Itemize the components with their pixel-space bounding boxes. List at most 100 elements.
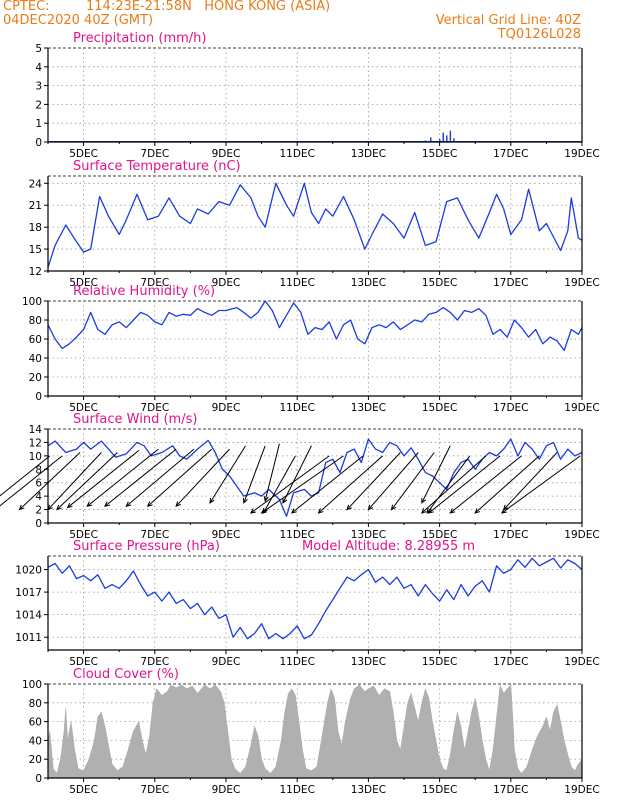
wind-ytick-label: 14	[29, 424, 43, 436]
pres-ytick-label: 1014	[15, 610, 42, 622]
cloud-ytick-label: 100	[22, 679, 42, 691]
precip-bar	[442, 132, 444, 142]
wind-vector-head	[290, 508, 297, 514]
wind-xtick-label: 17DEC	[493, 529, 528, 541]
rh-xtick-label: 19DEC	[564, 402, 599, 414]
temp-title: Surface Temperature (nC)	[73, 159, 241, 174]
code-label: TQ0126L028	[497, 27, 581, 42]
cloud-ytick-label: 40	[29, 735, 42, 747]
wind-vector	[0, 455, 63, 507]
wind-vector-head	[146, 501, 153, 507]
cloud-ytick-label: 60	[29, 717, 42, 729]
pres-xtick-label: 17DEC	[493, 656, 528, 668]
wind-xtick-label: 9DEC	[212, 529, 241, 541]
wind-vector-head	[175, 501, 182, 508]
wind-vector	[291, 455, 364, 514]
precip-xtick-label: 7DEC	[140, 148, 169, 160]
wind-xtick-label: 19DEC	[564, 529, 599, 541]
cloud-xtick-label: 15DEC	[422, 784, 457, 796]
precip-title: Precipitation (mm/h)	[73, 31, 206, 46]
wind-vector-head	[209, 497, 215, 504]
wind-vector	[209, 445, 247, 504]
precip-bar	[453, 138, 455, 142]
rh-ytick-label: 100	[22, 296, 42, 308]
wind-vector-head	[346, 504, 352, 511]
temp-series-line	[47, 182, 583, 268]
temp-panel	[44, 175, 583, 275]
wind-vector-head	[317, 508, 324, 514]
precip-xtick-label: 13DEC	[351, 148, 386, 160]
pres-xtick-label: 11DEC	[279, 656, 314, 668]
precip-ytick-label: 4	[35, 62, 42, 74]
wind-xtick-label: 15DEC	[422, 529, 457, 541]
wind-vector-head	[18, 504, 25, 511]
wind-ytick-label: 2	[35, 505, 42, 517]
precip-xtick-label: 5DEC	[69, 148, 98, 160]
wind-vector	[0, 455, 51, 497]
pres-ytick-label: 1011	[15, 632, 42, 644]
rh-panel	[44, 300, 583, 400]
wind-vector	[264, 443, 280, 501]
wind-vector-head	[428, 508, 434, 514]
pres-annotation: Model Altitude: 8.28955 m	[302, 539, 475, 554]
wind-vector	[47, 452, 102, 510]
temp-ytick-label: 12	[29, 266, 42, 278]
location-label: 114:23E-21:58N HONG KONG (ASIA)	[86, 0, 331, 14]
precip-bar	[439, 139, 441, 142]
wind-vector-head	[421, 497, 427, 504]
wind-vector	[368, 452, 419, 510]
wind-vector-head	[390, 504, 397, 511]
wind-title: Surface Wind (m/s)	[73, 412, 197, 427]
temp-xtick-label: 19DEC	[564, 277, 599, 289]
rh-xtick-label: 15DEC	[422, 402, 457, 414]
rh-ytick-label: 60	[29, 334, 42, 346]
wind-vector	[426, 455, 471, 514]
pres-xtick-label: 15DEC	[422, 656, 457, 668]
pres-xtick-label: 9DEC	[212, 656, 241, 668]
cloud-ytick-label: 0	[35, 773, 42, 785]
wind-vector-head	[367, 504, 374, 511]
precip-xtick-label: 17DEC	[493, 148, 528, 160]
cloud-xtick-label: 19DEC	[564, 784, 599, 796]
precip-xtick-label: 11DEC	[279, 148, 314, 160]
precip-panel	[44, 47, 583, 146]
precip-ytick-label: 3	[35, 81, 42, 93]
rh-ytick-label: 80	[29, 315, 42, 327]
wind-vector	[501, 455, 581, 514]
wind-series-line	[47, 438, 583, 517]
wind-vector	[421, 455, 487, 514]
wind-vector-head	[66, 502, 73, 509]
temp-ytick-label: 24	[29, 178, 43, 190]
wind-vector	[346, 452, 401, 510]
wind-vector-head	[260, 508, 267, 514]
wind-vector-head	[249, 508, 256, 514]
wind-vector-head	[449, 508, 456, 514]
pres-series-line	[47, 557, 583, 640]
cloud-ytick-label: 20	[29, 754, 42, 766]
rh-ytick-label: 0	[35, 391, 42, 403]
precip-ytick-label: 0	[35, 137, 42, 149]
wind-vector-head	[125, 501, 132, 507]
wind-vector-head	[282, 497, 288, 504]
temp-xtick-label: 7DEC	[140, 277, 169, 289]
wind-vector	[104, 448, 177, 507]
wind-vector	[318, 455, 383, 514]
wind-vector	[175, 448, 230, 507]
wind-vector-head	[474, 508, 481, 514]
pres-panel	[44, 555, 583, 654]
wind-vector-head	[86, 501, 93, 507]
rh-xtick-label: 17DEC	[493, 402, 528, 414]
wind-ytick-label: 4	[35, 491, 42, 503]
rh-ytick-label: 40	[29, 353, 42, 365]
pres-title: Surface Pressure (hPa)	[73, 539, 220, 554]
source-label: CPTEC:	[3, 0, 50, 14]
wind-vector	[391, 452, 435, 510]
temp-ytick-label: 18	[29, 222, 42, 234]
wind-vector	[261, 455, 344, 514]
wind-vector	[449, 455, 522, 514]
wind-panel	[0, 428, 583, 527]
wind-vector	[243, 445, 266, 504]
pres-xtick-label: 19DEC	[564, 656, 599, 668]
precip-ytick-label: 5	[35, 43, 42, 55]
